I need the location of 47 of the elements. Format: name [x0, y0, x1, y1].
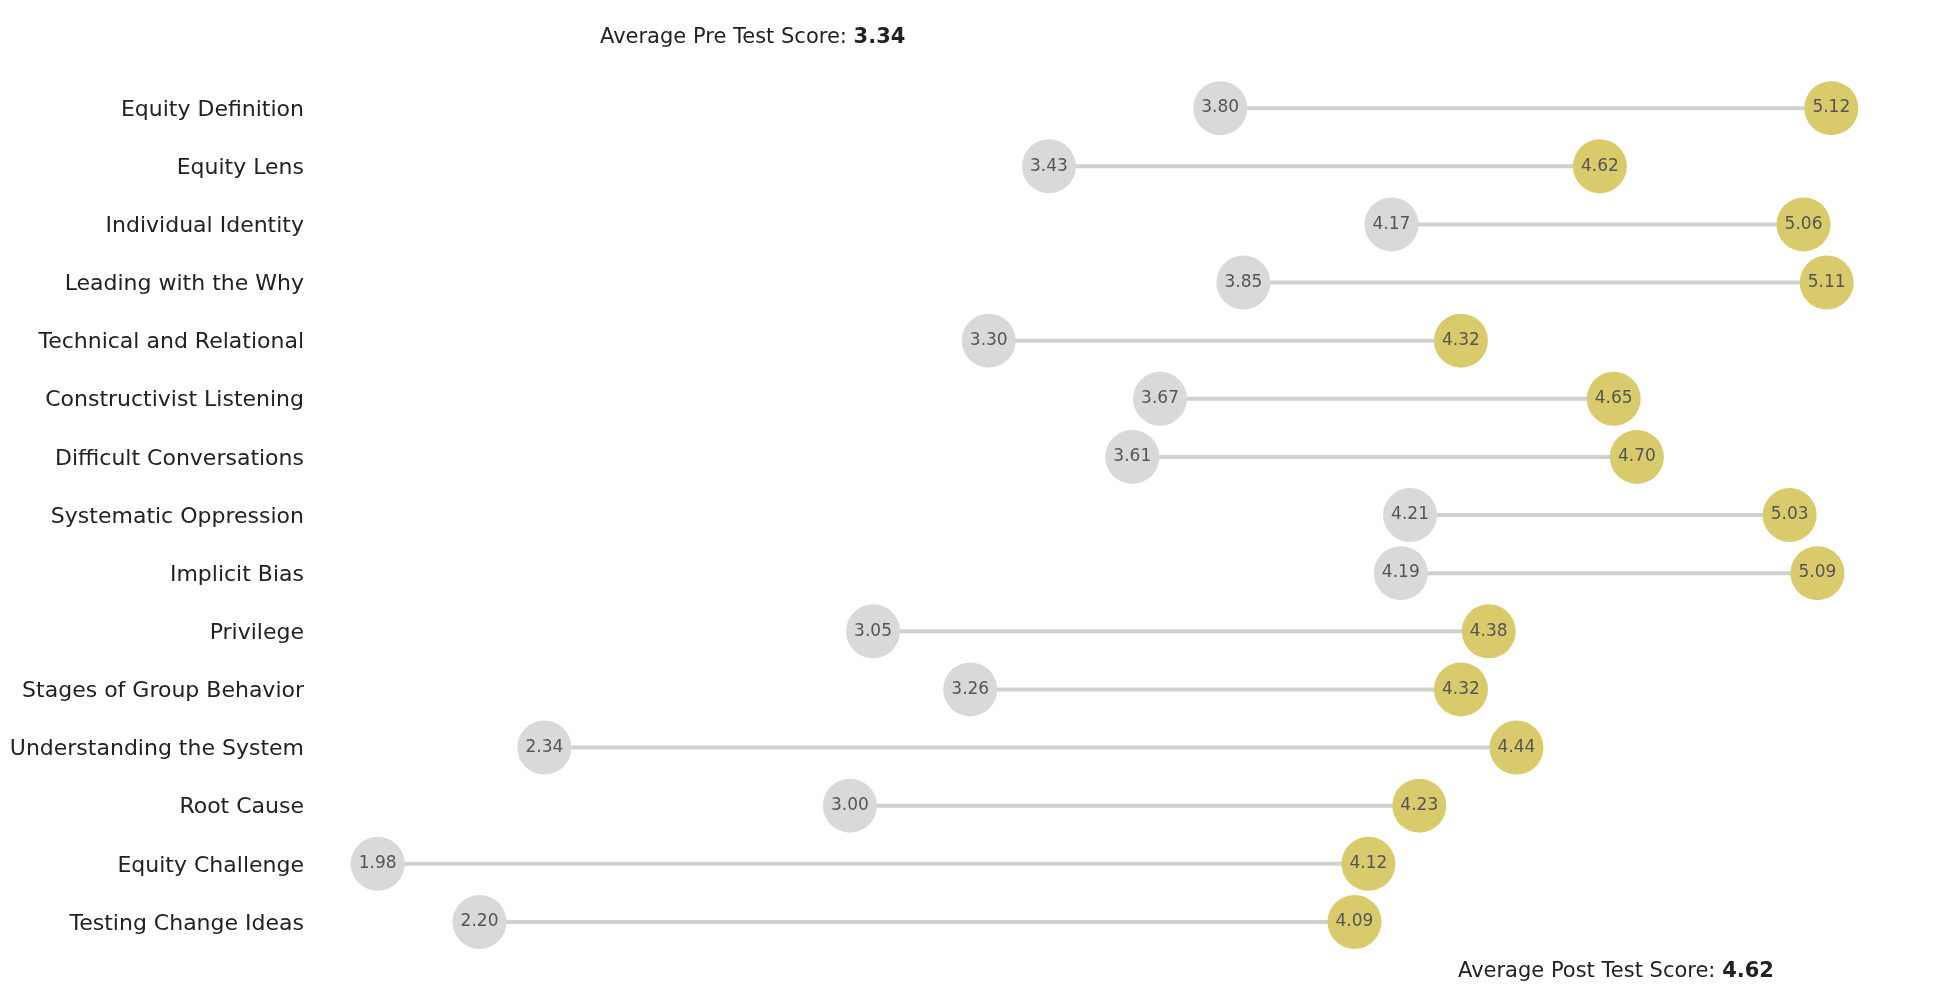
data-label: 4.19 [1381, 561, 1420, 582]
data-label: 4.38 [1469, 619, 1508, 640]
data-label: 4.17 [1372, 212, 1411, 233]
data-label: 4.32 [1442, 677, 1480, 698]
data-label: 4.23 [1400, 793, 1439, 814]
data-label: 4.21 [1391, 503, 1429, 524]
y-tick-label: Individual Identity [105, 212, 304, 238]
data-label: 3.00 [830, 793, 869, 814]
data-label: 4.62 [1580, 154, 1619, 175]
y-tick-label: Privilege [209, 618, 304, 644]
data-label: 3.85 [1224, 270, 1263, 291]
data-label: 3.26 [951, 677, 990, 698]
text: Average Post Test Score: 4.62 [1458, 958, 1774, 982]
data-label: 3.61 [1113, 445, 1152, 466]
y-tick-label: Equity Lens [176, 153, 304, 179]
y-tick-label: Leading with the Why [64, 270, 304, 296]
data-label: 3.43 [1030, 154, 1068, 175]
data-label: 2.20 [460, 910, 499, 931]
y-tick-label: Equity Definition [120, 95, 304, 121]
data-label: 5.11 [1807, 270, 1846, 291]
data-label: 3.30 [969, 328, 1008, 349]
y-tick-label: Root Cause [179, 793, 304, 819]
data-label: 5.03 [1770, 503, 1809, 524]
data-label: 4.65 [1594, 387, 1633, 408]
data-label: 3.80 [1201, 96, 1240, 117]
y-tick-label: Testing Change Ideas [68, 909, 304, 935]
data-label: 5.09 [1798, 561, 1837, 582]
data-label: 1.98 [358, 852, 397, 873]
y-tick-label: Implicit Bias [169, 560, 304, 586]
y-tick-label: Equity Challenge [117, 851, 304, 877]
data-label: 3.05 [854, 619, 892, 640]
data-label: 5.12 [1812, 96, 1851, 117]
y-tick-label: Systematic Oppression [50, 502, 304, 528]
data-label: 3.67 [1141, 387, 1179, 408]
y-tick-label: Stages of Group Behavior [22, 677, 305, 703]
data-label: 4.12 [1349, 852, 1388, 873]
y-tick-label: Difficult Conversations [54, 444, 304, 470]
text: Average Pre Test Score: 3.34 [600, 24, 906, 48]
data-label: 4.44 [1497, 735, 1536, 756]
y-tick-label: Understanding the System [9, 735, 304, 761]
y-tick-label: Technical and Relational [37, 328, 304, 354]
data-label: 4.32 [1442, 328, 1480, 349]
y-tick-label: Constructivist Listening [45, 386, 304, 412]
data-label: 2.34 [525, 735, 564, 756]
data-label: 4.09 [1335, 910, 1374, 931]
data-label: 5.06 [1784, 212, 1823, 233]
data-label: 4.70 [1617, 445, 1656, 466]
